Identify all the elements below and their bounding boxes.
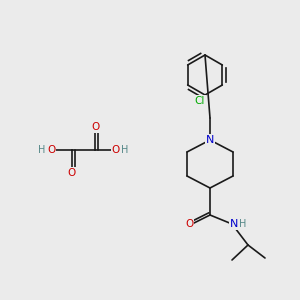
Text: H: H [239, 219, 247, 229]
Text: O: O [68, 168, 76, 178]
Text: H: H [121, 145, 129, 155]
Text: Cl: Cl [195, 96, 205, 106]
Text: O: O [112, 145, 120, 155]
Text: O: O [47, 145, 55, 155]
Text: N: N [206, 135, 214, 145]
Text: N: N [230, 219, 238, 229]
Text: O: O [185, 219, 193, 229]
Text: H: H [38, 145, 46, 155]
Text: O: O [91, 122, 99, 132]
